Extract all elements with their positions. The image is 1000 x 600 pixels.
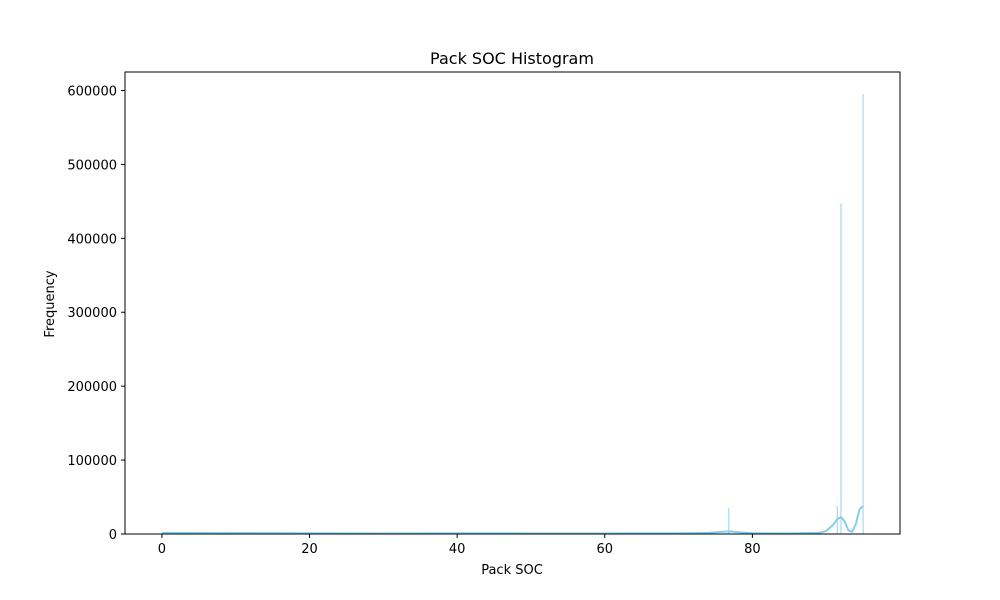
chart-title: Pack SOC Histogram: [430, 49, 594, 68]
x-tick-label: 40: [449, 542, 466, 557]
y-tick-label: 400000: [67, 232, 117, 247]
y-axis: 0 100000 200000 300000 400000 500000 600000: [67, 84, 125, 543]
x-tick-label: 80: [744, 542, 761, 557]
histogram-bar-2: [840, 203, 842, 534]
plot-area: [124, 71, 901, 535]
histogram-bar-0: [728, 508, 730, 534]
x-axis-title: Pack SOC: [481, 563, 543, 578]
plot-frame: [124, 71, 901, 535]
histogram-bar-3: [862, 94, 864, 535]
y-axis-title: Frequency: [43, 270, 58, 337]
x-tick-label: 0: [158, 542, 166, 557]
y-tick-label: 300000: [67, 306, 117, 321]
x-axis: 0 20 40 60 80: [158, 534, 761, 557]
y-tick-label: 200000: [67, 380, 117, 395]
y-tick-label: 0: [109, 528, 117, 543]
y-tick-label: 100000: [67, 454, 117, 469]
y-tick-label: 500000: [67, 158, 117, 173]
x-tick-label: 20: [301, 542, 318, 557]
kde-curve: [161, 505, 864, 535]
x-tick-label: 60: [596, 542, 613, 557]
y-tick-label: 600000: [67, 84, 117, 99]
